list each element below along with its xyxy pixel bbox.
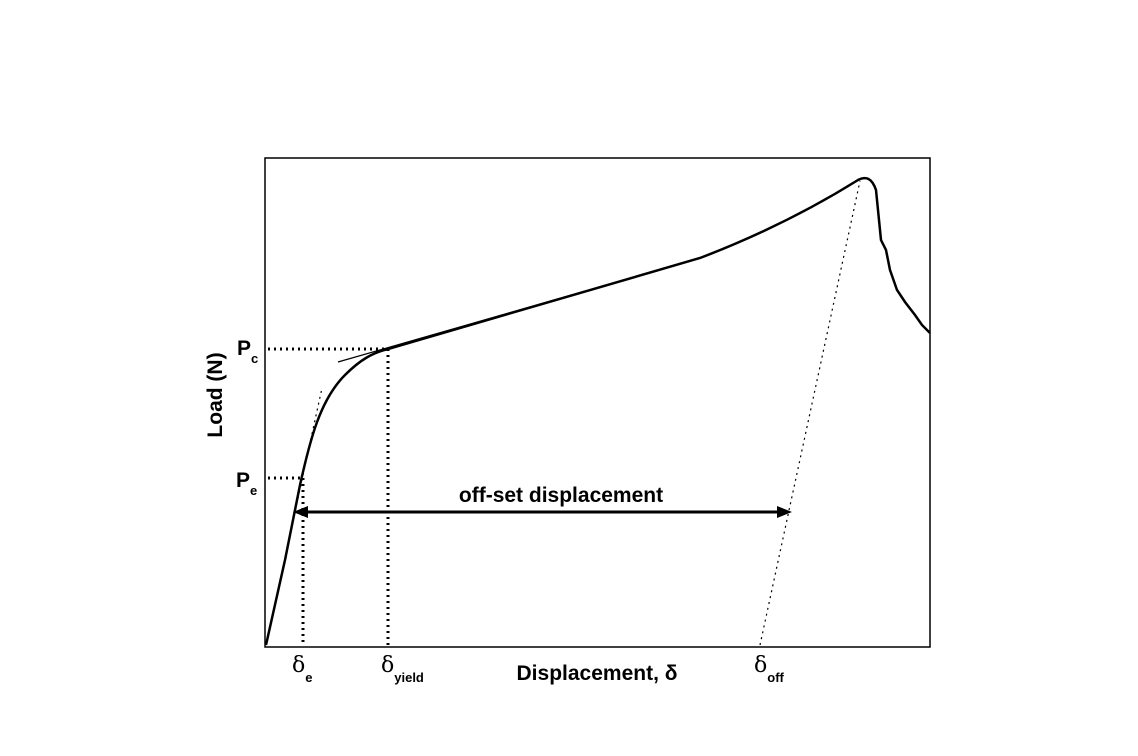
load-curve bbox=[264, 176, 931, 646]
disp-label: δyield bbox=[381, 653, 424, 685]
annotation: off-set displacement bbox=[459, 484, 663, 507]
subscript: e bbox=[250, 483, 257, 498]
disp-label: δe bbox=[292, 653, 312, 685]
symbol: δ bbox=[292, 653, 305, 678]
symbol: δ bbox=[381, 653, 394, 678]
symbol: P bbox=[237, 337, 251, 360]
symbol: δ bbox=[754, 653, 767, 678]
load-label: Pc bbox=[237, 337, 258, 366]
subscript: e bbox=[305, 670, 312, 685]
x-axis-label: Displacement, δ bbox=[517, 662, 678, 685]
plot-frame bbox=[264, 157, 931, 648]
subscript: yield bbox=[394, 670, 424, 685]
symbol: P bbox=[236, 469, 250, 492]
subscript: off bbox=[767, 670, 784, 685]
disp-label: δoff bbox=[754, 653, 785, 685]
guide-lines bbox=[265, 180, 861, 646]
y-axis-label: Load (N) bbox=[204, 352, 227, 437]
subscript: c bbox=[251, 351, 258, 366]
load-label: Pe bbox=[236, 469, 257, 498]
tangent-line bbox=[337, 257, 701, 363]
